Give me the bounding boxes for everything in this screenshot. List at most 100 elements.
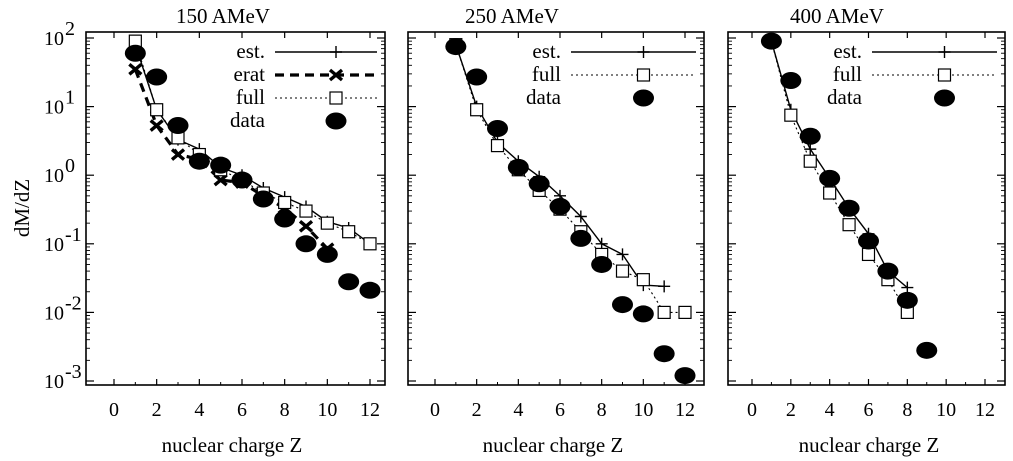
y-tick-label: 10 xyxy=(44,28,64,50)
data-point xyxy=(595,237,608,250)
y-tick-label: 10 xyxy=(44,234,64,256)
y-tick-label: 10 xyxy=(44,165,64,187)
data-point xyxy=(146,68,168,86)
y-tick-exponent: 0 xyxy=(65,155,75,177)
legend-marker xyxy=(636,68,651,82)
data-point xyxy=(298,219,314,233)
x-tick-label: 6 xyxy=(864,399,874,421)
data-point xyxy=(149,119,164,132)
data-point xyxy=(342,225,356,239)
y-tick-exponent: -1 xyxy=(65,224,82,246)
data-point xyxy=(338,273,360,291)
panel-title: 400 AMeV xyxy=(790,4,884,28)
x-axis-label: nuclear charge Z xyxy=(799,433,940,457)
x-tick-label: 4 xyxy=(194,399,204,421)
data-point xyxy=(842,218,856,232)
x-axis-label: nuclear charge Z xyxy=(483,433,624,457)
legend-marker xyxy=(633,89,654,107)
y-tick-exponent: -3 xyxy=(65,361,82,383)
data-point xyxy=(507,158,529,176)
data-point xyxy=(278,195,292,210)
data-point xyxy=(295,235,317,253)
panel-title: 250 AMeV xyxy=(465,4,559,28)
x-tick-label: 12 xyxy=(975,399,995,421)
legend-label: est. xyxy=(236,39,265,63)
data-point xyxy=(784,108,798,122)
data-point xyxy=(799,127,821,145)
data-point xyxy=(838,199,860,217)
legend-marker xyxy=(937,68,952,82)
data-point xyxy=(570,229,592,247)
plot-frame xyxy=(407,31,705,386)
x-tick-label: 0 xyxy=(430,399,440,421)
data-point xyxy=(678,305,692,319)
plot-frame xyxy=(727,31,1006,386)
data-point xyxy=(320,216,334,230)
data-point xyxy=(804,143,817,156)
data-point xyxy=(658,280,671,293)
data-point xyxy=(780,72,802,90)
x-tick-label: 8 xyxy=(280,399,290,421)
data-point xyxy=(916,341,938,359)
x-tick-label: 0 xyxy=(747,399,757,421)
legend-label: full xyxy=(236,85,265,109)
data-point xyxy=(150,103,164,117)
legend-label: data xyxy=(526,85,562,109)
data-point xyxy=(653,345,675,363)
x-tick-label: 2 xyxy=(152,399,162,421)
data-point xyxy=(858,232,879,250)
legend-label: est. xyxy=(833,39,862,63)
data-point xyxy=(877,262,899,280)
data-point xyxy=(574,210,587,223)
plot-frame xyxy=(85,31,386,386)
x-tick-label: 10 xyxy=(936,399,956,421)
x-axis-label: nuclear charge Z xyxy=(162,433,303,457)
panel-250-amev: 250 AMeV nuclear charge Z 0 2 4 6 8 10 12 est.f… xyxy=(407,4,705,457)
data-point xyxy=(549,197,571,215)
x-tick-label: 12 xyxy=(675,399,695,421)
data-point xyxy=(674,367,696,385)
data-point xyxy=(612,296,633,314)
x-tick-label: 8 xyxy=(902,399,912,421)
data-point xyxy=(591,255,613,273)
data-point xyxy=(657,305,671,319)
legend-label: est. xyxy=(532,39,561,63)
x-tick-label: 2 xyxy=(472,399,482,421)
data-point xyxy=(167,117,189,135)
x-tick-label: 10 xyxy=(317,399,337,421)
legend-label: full xyxy=(532,62,561,86)
y-tick-exponent: 2 xyxy=(65,18,75,40)
x-tick-label: 4 xyxy=(513,399,523,421)
data-point xyxy=(632,305,654,323)
y-tick-label: 10 xyxy=(44,302,64,324)
data-point xyxy=(445,38,467,56)
y-axis-label: dM/dZ xyxy=(10,179,34,237)
data-point xyxy=(901,281,914,294)
series-line xyxy=(133,68,329,250)
x-tick-label: 6 xyxy=(237,399,247,421)
data-point xyxy=(615,264,630,278)
x-tick-label: 4 xyxy=(825,399,835,421)
series-line xyxy=(455,44,685,313)
y-tick-label: 10 xyxy=(44,371,64,393)
legend-label: data xyxy=(230,108,266,132)
data-point xyxy=(760,32,782,50)
y-tick-exponent: 1 xyxy=(65,87,75,109)
data-point xyxy=(616,248,629,261)
data-point xyxy=(470,103,484,117)
legend-marker xyxy=(328,68,344,82)
data-point xyxy=(487,119,508,137)
legend-marker xyxy=(325,112,347,130)
data-point xyxy=(359,281,381,299)
x-tick-label: 2 xyxy=(786,399,796,421)
x-tick-label: 6 xyxy=(555,399,565,421)
x-tick-label: 0 xyxy=(109,399,119,421)
data-point xyxy=(490,139,505,153)
legend-marker xyxy=(938,46,951,58)
data-point xyxy=(528,175,550,193)
panel-title: 150 AMeV xyxy=(176,4,270,28)
legend-label: data xyxy=(827,85,863,109)
legend-marker xyxy=(329,91,343,105)
